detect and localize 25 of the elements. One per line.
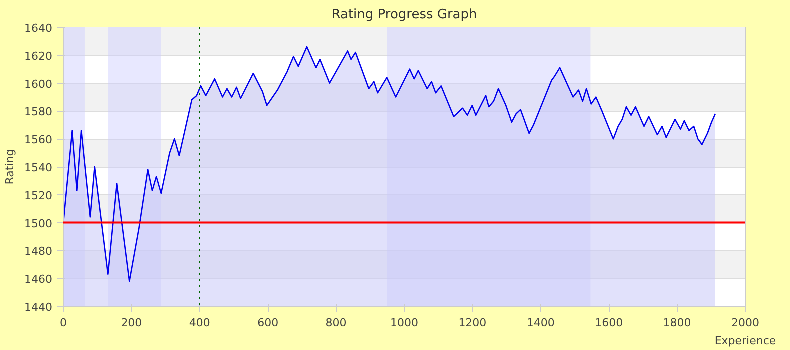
- y-tick-label: 1500: [24, 217, 53, 230]
- x-tick-label: 200: [121, 316, 142, 330]
- x-tick-label: 600: [258, 316, 279, 330]
- x-axis-title: Experience: [714, 334, 776, 348]
- x-tick-label: 1200: [458, 316, 487, 330]
- y-tick-label: 1480: [24, 245, 53, 258]
- x-tick-label: 800: [326, 316, 347, 330]
- y-tick-label: 1580: [24, 106, 53, 119]
- y-tick-label: 1460: [24, 273, 53, 286]
- x-tick-label: 1400: [526, 316, 555, 330]
- x-tick-label: 0: [60, 316, 67, 330]
- y-tick-label: 1440: [24, 301, 53, 314]
- y-axis-title: Rating: [4, 149, 17, 185]
- x-tick-label: 1800: [663, 316, 692, 330]
- y-tick-label: 1620: [24, 50, 53, 63]
- x-tick-label: 2000: [732, 316, 760, 330]
- y-tick-label: 1540: [24, 162, 53, 174]
- y-tick-label: 1600: [24, 78, 53, 91]
- y-tick-label: 1560: [24, 134, 53, 147]
- x-tick-label: 1600: [595, 316, 624, 330]
- x-tick-label: 1000: [390, 316, 419, 330]
- chart-title: Rating Progress Graph: [332, 8, 478, 22]
- y-tick-label: 1520: [24, 189, 53, 202]
- x-tick-label: 400: [189, 316, 210, 330]
- y-tick-label: 1640: [24, 22, 53, 35]
